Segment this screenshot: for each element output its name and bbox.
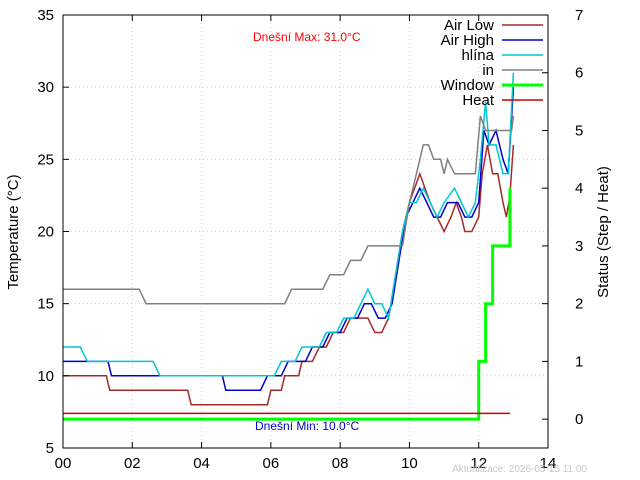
legend-label: Air Low [444,17,494,34]
daily-max-annotation: Dnešní Max: 31.0°C [253,30,361,44]
x-tick-label: 06 [263,455,280,472]
y2-tick-label: 6 [575,65,583,82]
x-tick-label: 08 [332,455,349,472]
y2-tick-label: 0 [575,411,583,428]
legend-label: in [482,62,494,79]
y-tick-label: 20 [37,224,54,241]
series-layer [63,72,515,421]
y2-tick-label: 1 [575,353,583,370]
series-line-in [63,115,515,305]
y2-tick-label: 7 [575,7,583,24]
y2-tick-label: 4 [575,180,583,197]
legend-label: Air High [441,32,494,49]
y-tick-label: 5 [46,440,54,457]
series-line-hl-na [63,72,515,377]
y-tick-label: 25 [37,151,54,168]
y-tick-label: 10 [37,368,54,385]
x-tick-label: 10 [401,455,418,472]
series-line-air-low [63,144,515,406]
y2-tick-label: 2 [575,296,583,313]
legend-label: hlína [461,47,494,64]
y2-tick-label: 5 [575,122,583,139]
y-axis-label: Temperature (°C) [5,174,22,289]
y2-tick-label: 3 [575,238,583,255]
x-tick-label: 14 [540,455,557,472]
series-line-window [63,188,512,421]
x-tick-label: 12 [470,455,487,472]
x-tick-label: 04 [193,455,210,472]
last-updated-annotation: Aktualizace: 2026-05-15 11:00 [452,464,587,475]
legend-label: Heat [462,92,495,109]
legend-label: Window [441,77,495,94]
x-tick-label: 00 [55,455,72,472]
y-tick-label: 30 [37,79,54,96]
daily-min-annotation: Dnešní Min: 10.0°C [255,419,360,433]
x-tick-label: 02 [124,455,141,472]
y2-axis-label: Status (Step / Heat) [595,166,612,298]
series-line-air-high [63,87,515,392]
y-tick-label: 35 [37,7,54,24]
y-tick-label: 15 [37,296,54,313]
